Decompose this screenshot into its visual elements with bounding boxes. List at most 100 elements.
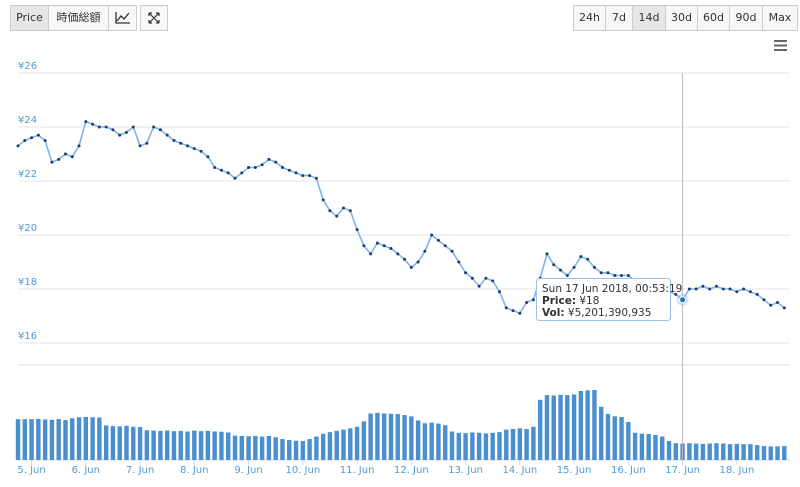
volume-bar xyxy=(483,433,489,460)
volume-bar xyxy=(497,432,502,460)
volume-bar xyxy=(415,420,421,460)
price-point xyxy=(308,174,312,178)
price-point xyxy=(16,144,20,148)
price-point xyxy=(348,209,352,213)
tooltip-box xyxy=(536,278,671,321)
volume-bar xyxy=(300,441,306,460)
volume-bar xyxy=(537,399,543,460)
volume-bar xyxy=(97,417,102,460)
volume-bar xyxy=(259,436,265,460)
volume-bar xyxy=(409,416,414,460)
range-button-label[interactable]: 60d xyxy=(703,11,724,24)
price-point xyxy=(782,306,786,310)
volume-bar xyxy=(605,414,611,460)
x-tick-label: 18. Jun xyxy=(719,465,754,476)
price-point xyxy=(525,301,529,304)
range-button-label[interactable]: Max xyxy=(769,11,792,24)
range-button[interactable] xyxy=(697,5,730,31)
price-point xyxy=(125,130,129,134)
price-point xyxy=(70,155,74,159)
range-button[interactable] xyxy=(665,5,698,31)
price-point xyxy=(362,244,366,248)
price-point xyxy=(36,133,40,137)
view-button-label[interactable]: Price xyxy=(16,11,43,24)
volume-bar xyxy=(124,425,129,460)
price-point xyxy=(97,125,101,129)
volume-bar xyxy=(714,443,719,460)
volume-bar xyxy=(734,443,740,460)
view-button-label[interactable]: 時価総額 xyxy=(57,10,101,24)
price-point xyxy=(179,141,183,145)
price-point xyxy=(342,206,346,210)
volume-bar xyxy=(449,431,455,460)
volume-bar xyxy=(314,436,319,460)
x-tick-label: 9. Jun xyxy=(234,465,262,476)
price-point xyxy=(314,176,318,180)
volume-bar xyxy=(429,422,434,460)
price-point xyxy=(531,298,535,302)
volume-bar xyxy=(56,419,61,460)
volume-bar xyxy=(666,441,672,460)
volume-bar xyxy=(768,446,773,460)
volume-bar xyxy=(42,419,48,460)
price-point xyxy=(545,252,549,256)
menu-icon[interactable] xyxy=(774,40,787,51)
range-button[interactable] xyxy=(605,5,633,31)
tooltip-row-value: ¥5,201,390,935 xyxy=(568,307,652,319)
volume-bar xyxy=(164,430,170,460)
volume-bar xyxy=(571,394,577,460)
range-button[interactable] xyxy=(573,5,606,31)
x-tick-label: 16. Jun xyxy=(611,465,646,476)
range-button-label[interactable]: 14d xyxy=(639,11,660,24)
price-point xyxy=(430,233,434,237)
range-button[interactable] xyxy=(762,5,798,31)
range-button-label[interactable]: 90d xyxy=(736,11,757,24)
price-point xyxy=(470,276,474,280)
volume-bar xyxy=(320,433,326,460)
y-tick-label: ¥26 xyxy=(18,61,37,72)
price-point xyxy=(301,174,305,178)
volume-bar xyxy=(239,435,244,460)
price-point xyxy=(260,163,264,167)
volume-bar xyxy=(205,430,211,460)
view-button[interactable] xyxy=(10,5,49,31)
price-point xyxy=(396,252,400,256)
volume-bar xyxy=(660,436,665,460)
price-point xyxy=(206,155,210,159)
tooltip-title: Sun 17 Jun 2018, 00:53:19 xyxy=(542,283,682,295)
price-point xyxy=(721,287,725,291)
range-button[interactable] xyxy=(729,5,763,31)
price-point xyxy=(620,274,624,277)
volume-bar xyxy=(727,444,733,460)
range-button-label[interactable]: 7d xyxy=(612,11,626,24)
volume-bar xyxy=(219,431,224,460)
volume-bar xyxy=(246,436,251,460)
price-point xyxy=(708,287,712,291)
price-point xyxy=(403,257,407,261)
volume-bar xyxy=(83,416,89,460)
fullscreen-button[interactable] xyxy=(140,5,168,31)
price-point xyxy=(131,125,135,129)
volume-bar xyxy=(36,418,41,460)
volume-bar xyxy=(761,446,767,460)
price-point xyxy=(464,271,468,275)
price-point xyxy=(511,309,515,313)
price-point xyxy=(253,166,257,169)
range-button[interactable] xyxy=(632,5,666,31)
view-button[interactable] xyxy=(48,5,109,31)
volume-bar xyxy=(395,414,400,460)
price-point xyxy=(450,249,454,253)
line-chart-button[interactable] xyxy=(108,5,137,31)
volume-bar xyxy=(131,426,136,460)
price-point xyxy=(599,271,603,275)
price-point xyxy=(369,252,373,256)
range-button-label[interactable]: 30d xyxy=(671,11,692,24)
price-point xyxy=(701,284,705,288)
volume-bar xyxy=(253,435,258,460)
volume-bar xyxy=(137,427,143,460)
range-button-label[interactable]: 24h xyxy=(579,11,600,24)
price-point xyxy=(674,292,678,296)
volume-bar xyxy=(754,445,760,460)
